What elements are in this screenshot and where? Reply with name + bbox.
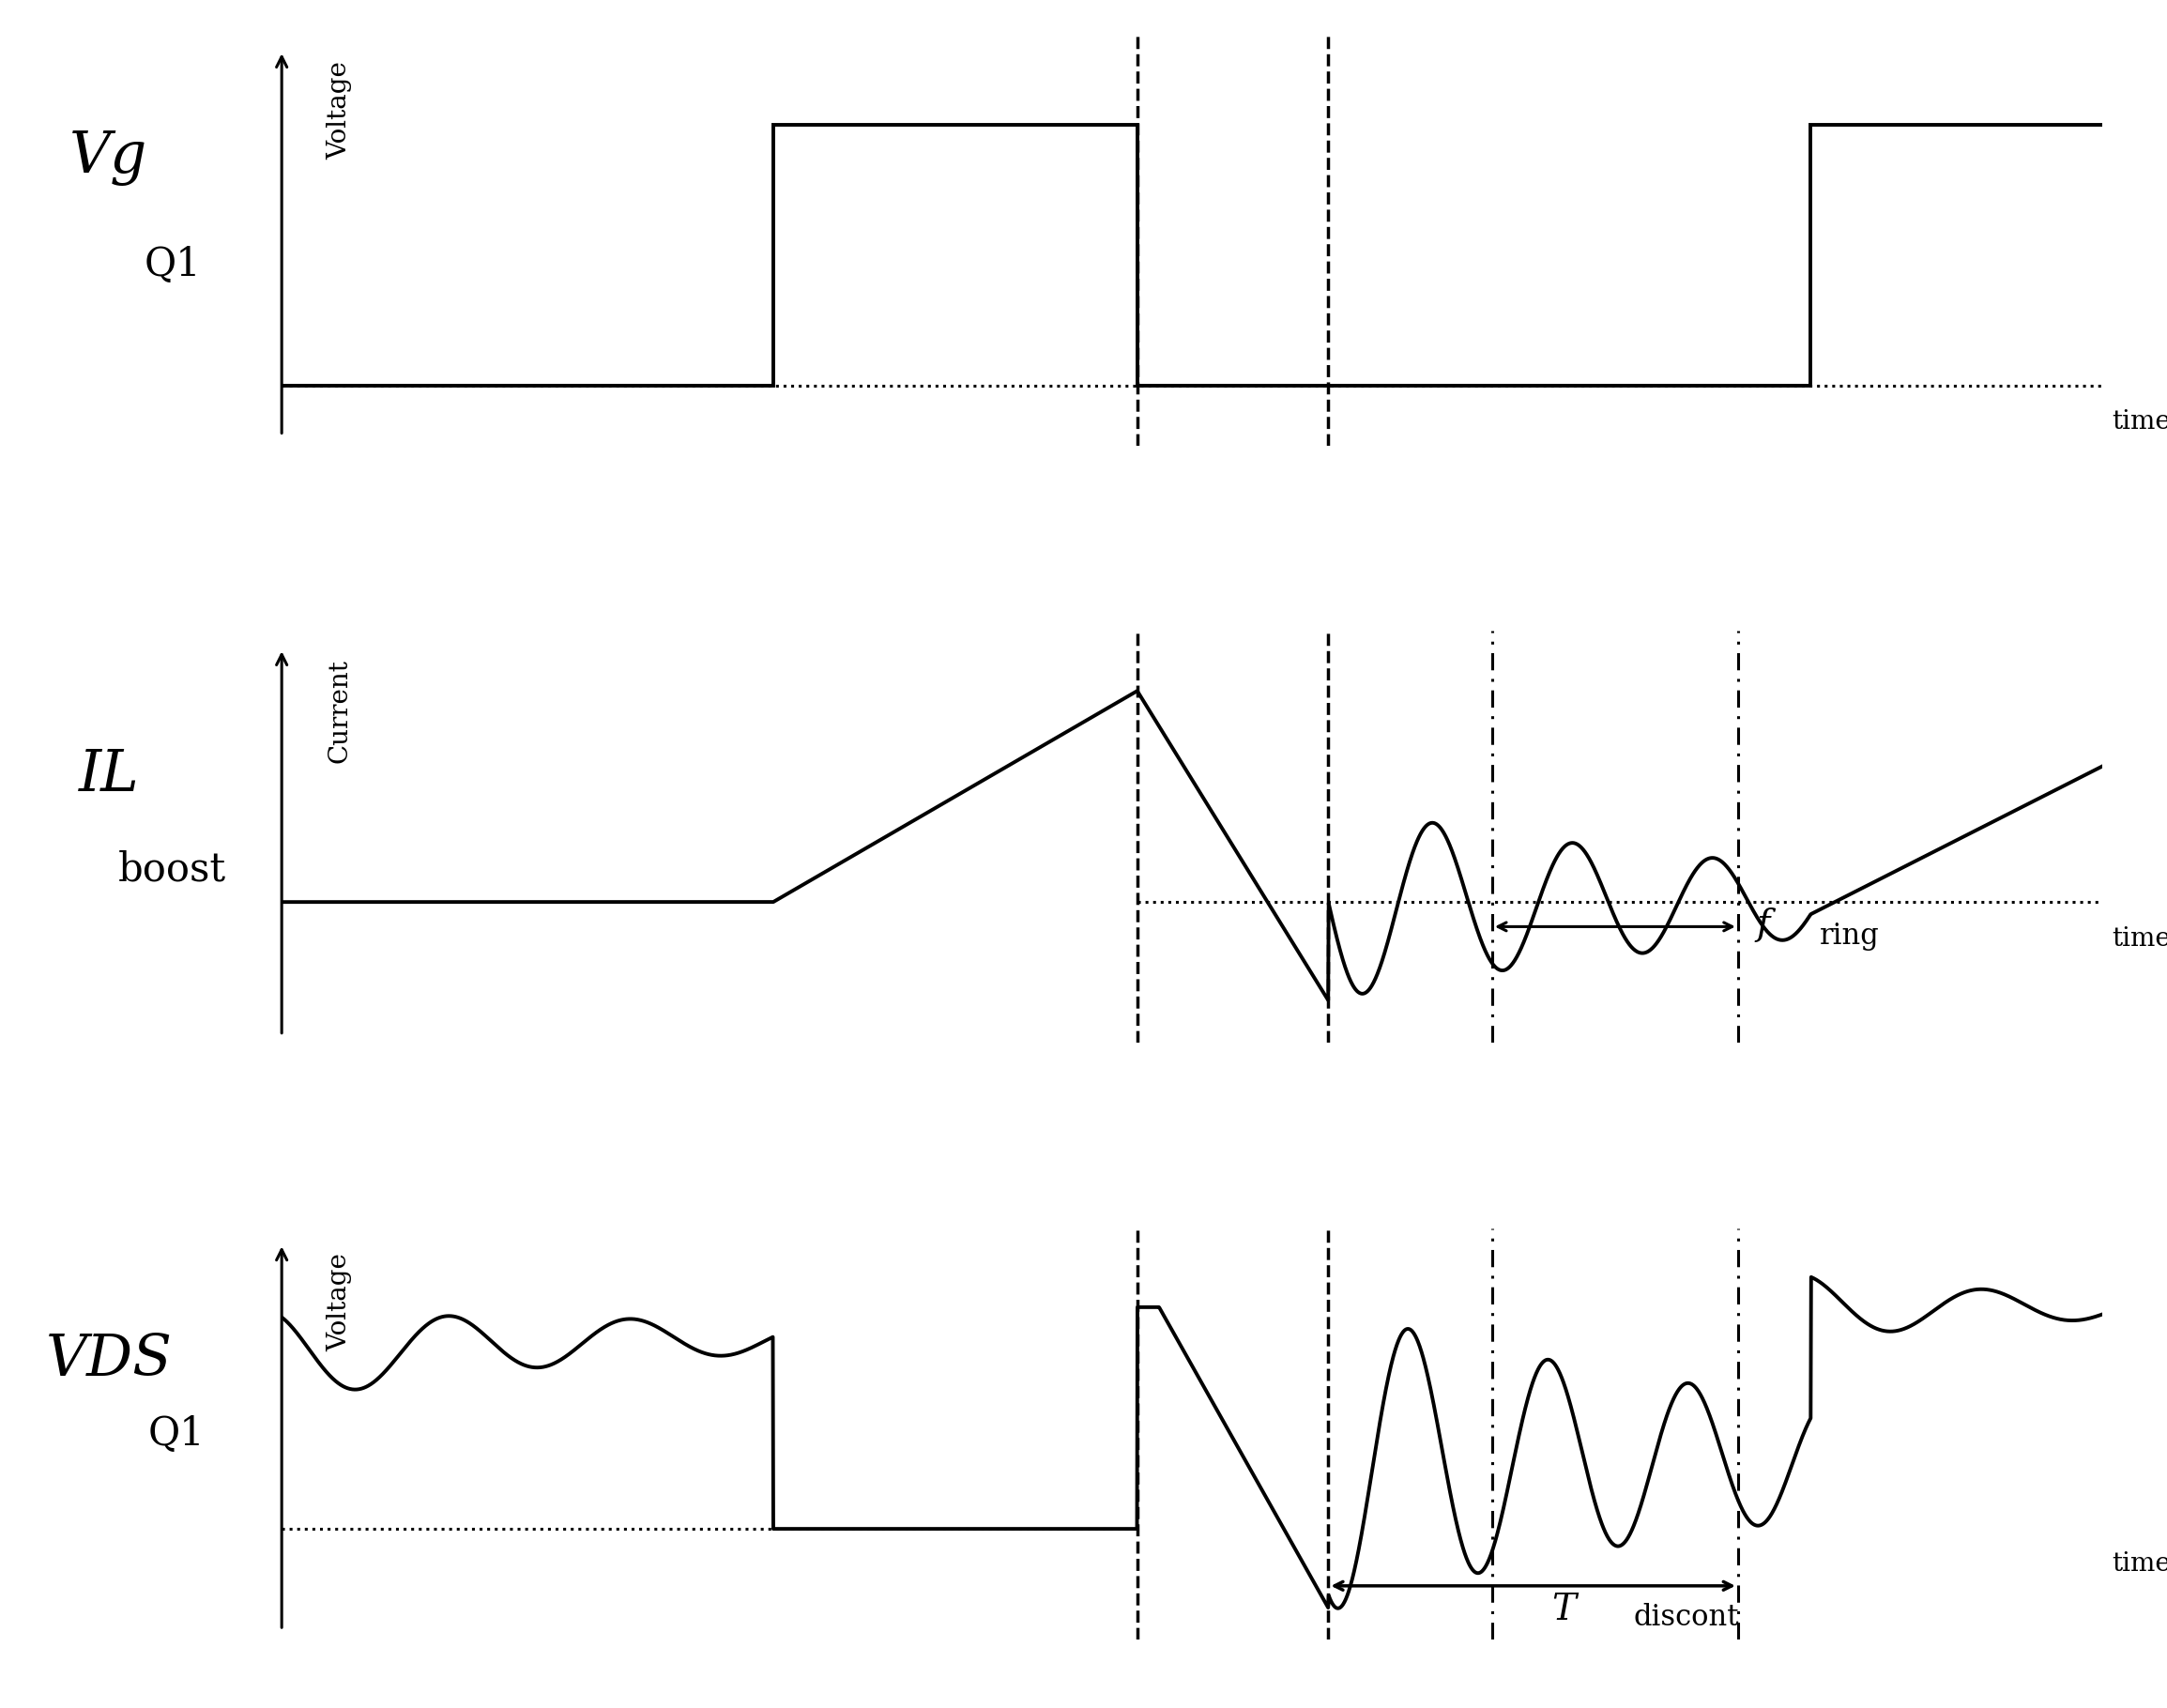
Text: time: time — [2113, 1551, 2167, 1576]
Text: f: f — [1755, 907, 1770, 943]
Text: Voltage: Voltage — [327, 1254, 353, 1351]
Text: IL: IL — [78, 746, 139, 803]
Text: time: time — [2113, 408, 2167, 434]
Text: VDS: VDS — [46, 1332, 171, 1389]
Text: Q1: Q1 — [147, 1414, 204, 1454]
Text: boost: boost — [119, 851, 228, 890]
Text: Current: Current — [327, 659, 353, 763]
Text: ring: ring — [1820, 922, 1879, 951]
Text: time: time — [2113, 927, 2167, 951]
Text: Vg: Vg — [69, 130, 147, 186]
Text: T: T — [1552, 1592, 1575, 1628]
Text: Q1: Q1 — [143, 244, 202, 285]
Text: Voltage: Voltage — [327, 61, 353, 159]
Text: discont: discont — [1634, 1604, 1738, 1633]
